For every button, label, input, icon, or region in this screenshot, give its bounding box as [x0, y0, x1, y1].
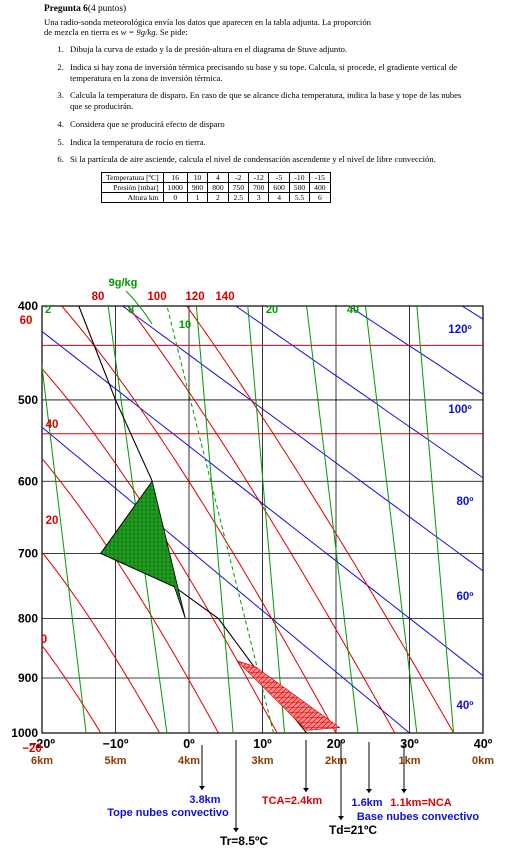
dry-adiabat-line: [235, 306, 483, 479]
nca-label: 1.1km=NCA: [390, 797, 452, 809]
moist-adiabat-label: 60: [20, 315, 33, 327]
temperature-tick-label: 0º: [183, 737, 195, 751]
mixing-ratio-formula: w = 9g/kg: [120, 27, 156, 38]
height-tick-label: 5km: [104, 755, 126, 767]
task-item: Dibuja la curva de estado y la de presió…: [66, 44, 464, 55]
temperature-tick-label: −20º: [29, 737, 55, 751]
diagram-fills: [100, 480, 341, 731]
task-item: Si la partícula de aire asciende, calcul…: [66, 154, 464, 165]
mixing-ratio-label: 10: [179, 319, 191, 331]
moist-adiabat-label: 20: [46, 515, 59, 527]
table-row: Temperatura [ºC] 16 10 4 -2 -12 -5 -10 -15: [101, 172, 331, 184]
moist-adiabat-label: 100: [147, 291, 166, 303]
task-list: Dibuja la curva de estado y la de presió…: [44, 44, 464, 165]
mixing-ratio-arrow: [125, 290, 153, 325]
moist-adiabat-label: 140: [215, 291, 234, 303]
mixing-ratio-label: 20: [266, 304, 278, 316]
table-row: Presión [mbar] 1000 900 800 750 700 600 500 400: [101, 182, 331, 194]
height-16-label: 1.6km: [351, 797, 382, 809]
height-tick-label: 2km: [325, 755, 347, 767]
tope-height-label: 3.8km: [189, 794, 220, 806]
mixing-ratio-line: [247, 306, 286, 733]
pressure-tick-label: 1000: [11, 726, 38, 740]
dry-adiabat-line: [42, 426, 410, 733]
tr-label: Tr=8.5ºC: [220, 834, 268, 848]
mixing-ratio-line: [416, 306, 455, 733]
height-tick-label: 6km: [31, 755, 53, 767]
moist-adiabat-label: 120: [185, 291, 204, 303]
inversion-area: [100, 480, 186, 619]
task-item: Calcula la temperatura de disparo. En ca…: [66, 90, 464, 111]
nca-16-arrow-head: [366, 789, 372, 793]
task-item: Indica la temperatura de rocío en tierra…: [66, 137, 464, 148]
temperature-tick-label: 10º: [253, 737, 272, 751]
temperature-tick-label: 40º: [474, 737, 493, 751]
mixing-ratio-label: 40: [347, 304, 359, 316]
problem-title: Pregunta 6(4 puntos): [44, 4, 127, 14]
moist-adiabat-line: [186, 306, 455, 733]
height-tick-label: 4km: [178, 755, 200, 767]
dry-adiabat-label: 40º: [457, 700, 474, 712]
td-arrow-head: [338, 816, 344, 820]
height-tick-label: 3km: [251, 755, 273, 767]
moist-adiabat-line: [61, 306, 337, 733]
task-item: Indica si hay zona de inversión térmica …: [66, 62, 464, 83]
dry-adiabat-label: 100º: [448, 404, 471, 416]
moist-adiabat-label: 0: [41, 634, 47, 646]
mixing-ratio-annotation: 9g/kg: [109, 277, 138, 289]
moist-adiabat-label: 40: [46, 419, 59, 431]
tope-arrow-head: [199, 786, 205, 790]
pressure-tick-label: 700: [18, 546, 38, 560]
mixing-ratio-9gkg-line: [166, 306, 275, 733]
dry-adiabat-label: 60º: [457, 591, 474, 603]
tope-label: Tope nubes convectivo: [107, 807, 229, 819]
tca-label: TCA=2.4km: [262, 795, 322, 807]
temperature-tick-label: 30º: [400, 737, 419, 751]
tca-arrow-head: [303, 788, 309, 792]
moist-adiabat-line: [127, 306, 396, 733]
temperature-tick-label: 20º: [327, 737, 346, 751]
mixing-ratio-line: [195, 306, 234, 733]
dry-adiabat-label: 80º: [457, 496, 474, 508]
dry-adiabat-line: [348, 306, 483, 395]
dry-adiabat-line: [42, 330, 483, 677]
mixing-ratio-label: 2: [45, 304, 51, 316]
sounding-data-table: Temperatura [ºC] 16 10 4 -2 -12 -5 -10 -15 Presió…: [101, 172, 331, 204]
mixing-ratio-line: [42, 362, 87, 733]
pressure-tick-label: 500: [18, 393, 38, 407]
temperature-tick-label: −10º: [103, 737, 129, 751]
dry-adiabat-label: 120º: [448, 324, 471, 336]
pressure-tick-label: 800: [18, 611, 38, 625]
nca-arrow-head: [401, 789, 407, 793]
problem-intro: Una radio-sonda meteorológica envía los …: [44, 16, 371, 38]
moist-adiabat-line: [42, 457, 219, 733]
problem-statement: Pregunta 6(4 puntos) Una radio-sonda met…: [44, 4, 464, 204]
td-label: Td=21ºC: [329, 823, 377, 837]
cloud-band-area: [236, 660, 341, 731]
mixing-ratio-line: [306, 306, 359, 733]
mixing-ratio-line: [364, 306, 418, 733]
table-row: Altura km 0 1 2 2.5 3 4 5.5 6: [101, 192, 331, 204]
tr-arrow-head: [233, 828, 239, 832]
pressure-tick-label: 600: [18, 474, 38, 488]
height-tick-label: 1km: [398, 755, 420, 767]
table-cell: 6: [309, 192, 331, 204]
pressure-tick-label: 400: [18, 299, 38, 313]
task-item: Considera que se producirá efecto de dis…: [66, 119, 464, 130]
pressure-tick-label: 900: [18, 671, 38, 685]
dry-adiabat-line: [122, 306, 483, 572]
height-tick-label: 0km: [472, 755, 494, 767]
base-label: Base nubes convectivo: [357, 811, 480, 823]
moist-adiabat-label: −20: [22, 743, 42, 755]
moist-adiabat-label: 80: [92, 291, 105, 303]
mixing-ratio-label: 8: [128, 304, 134, 316]
moist-adiabat-line: [42, 368, 278, 733]
